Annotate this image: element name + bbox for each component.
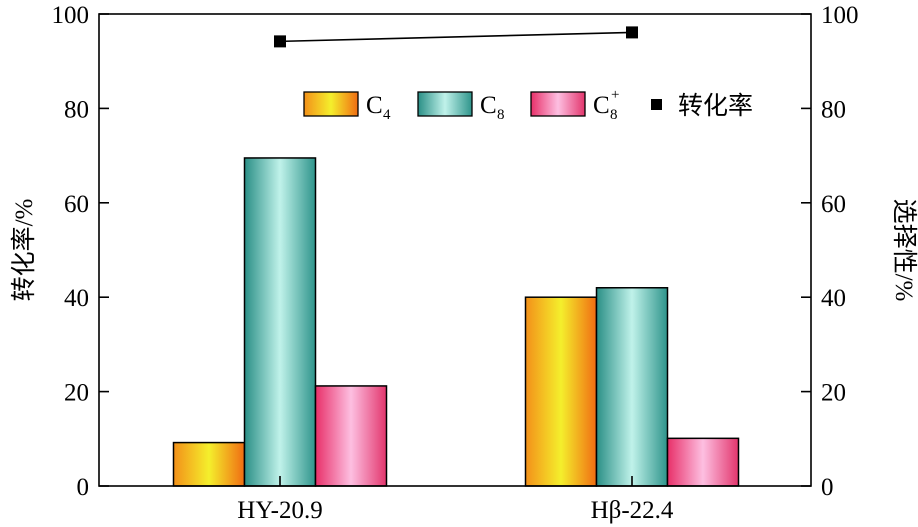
legend-sub-2: 8 bbox=[610, 107, 618, 123]
bar-c8plus-1 bbox=[666, 437, 740, 487]
legend-marker-conversion bbox=[651, 99, 662, 110]
bars-layer bbox=[172, 157, 740, 487]
legend-label-1: C bbox=[480, 92, 497, 119]
legend-swatch-0 bbox=[303, 91, 359, 117]
legend-sup-2: + bbox=[611, 87, 619, 103]
x-tick-label-1: Hβ-22.4 bbox=[591, 497, 674, 524]
bar-c8plus-0 bbox=[314, 385, 388, 487]
bar-c8-1 bbox=[595, 287, 669, 487]
bar-c4-1 bbox=[524, 296, 598, 487]
left-tick-label-60: 60 bbox=[64, 191, 89, 218]
right-tick-label-100: 100 bbox=[821, 2, 859, 29]
legend-label-2: C bbox=[593, 92, 610, 119]
conversion-line-layer bbox=[274, 26, 638, 48]
legend-sub-1: 8 bbox=[497, 107, 505, 123]
left-tick-label-0: 0 bbox=[77, 474, 90, 501]
right-tick-label-40: 40 bbox=[821, 285, 846, 312]
right-tick-label-60: 60 bbox=[821, 191, 846, 218]
left-axis-title: 转化率/% bbox=[10, 199, 38, 302]
bar-c8-0 bbox=[243, 157, 317, 487]
conversion-marker-1 bbox=[626, 26, 638, 39]
x-tick-labels: HY-20.9 Hβ-22.4 bbox=[237, 476, 674, 524]
x-tick-label-0: HY-20.9 bbox=[237, 497, 322, 524]
legend: C 4 C 8 C 8+ 转化率 bbox=[303, 87, 753, 123]
legend-swatch-2 bbox=[530, 91, 586, 117]
legend-label-conversion: 转化率 bbox=[678, 92, 753, 120]
conversion-line bbox=[279, 31, 633, 43]
legend-sub-0: 4 bbox=[383, 107, 391, 123]
plot-frame bbox=[98, 13, 812, 487]
right-axis-title: 选择性/% bbox=[890, 199, 918, 302]
left-tick-label-100: 100 bbox=[52, 2, 90, 29]
bar-c4-0 bbox=[172, 441, 246, 487]
left-tick-label-80: 80 bbox=[64, 96, 89, 123]
left-tick-label-40: 40 bbox=[64, 285, 89, 312]
left-tick-label-20: 20 bbox=[64, 380, 89, 407]
legend-swatch-1 bbox=[417, 91, 473, 117]
conversion-marker-0 bbox=[274, 35, 286, 48]
legend-label-0: C bbox=[366, 92, 383, 119]
ticks-layer: 0 0 20 20 40 40 60 60 80 80 100 100 bbox=[52, 2, 859, 501]
right-tick-label-0: 0 bbox=[821, 474, 834, 501]
right-tick-label-80: 80 bbox=[821, 96, 846, 123]
right-tick-label-20: 20 bbox=[821, 380, 846, 407]
